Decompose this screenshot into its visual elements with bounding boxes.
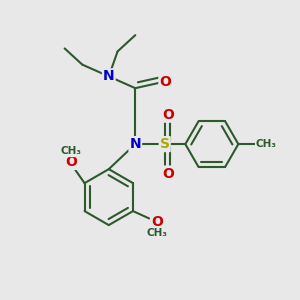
Text: CH₃: CH₃ bbox=[256, 139, 277, 149]
Text: O: O bbox=[162, 167, 174, 181]
Text: O: O bbox=[152, 215, 164, 229]
Text: O: O bbox=[162, 108, 174, 122]
Text: N: N bbox=[103, 69, 115, 83]
Text: S: S bbox=[160, 137, 170, 151]
Text: O: O bbox=[65, 155, 77, 169]
Text: CH₃: CH₃ bbox=[60, 146, 81, 156]
Text: CH₃: CH₃ bbox=[147, 228, 168, 238]
Text: O: O bbox=[159, 75, 171, 89]
Text: N: N bbox=[130, 137, 141, 151]
